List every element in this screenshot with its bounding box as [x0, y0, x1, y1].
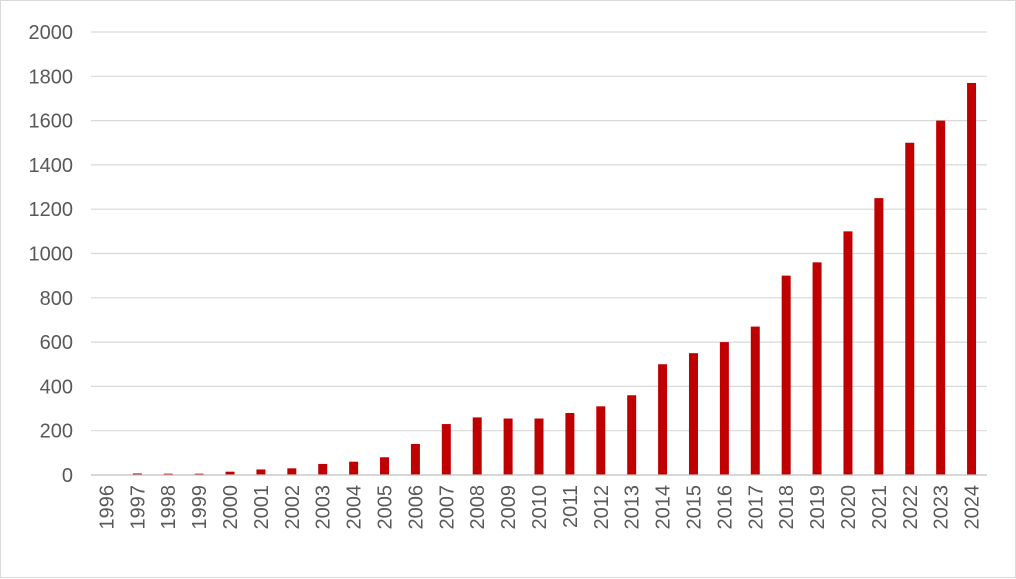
bar-2005 — [380, 457, 390, 475]
x-tick-label: 2016 — [714, 485, 736, 530]
bar-2013 — [627, 395, 637, 475]
x-tick-label: 2008 — [467, 485, 489, 530]
y-tick-label: 0 — [62, 465, 73, 487]
x-tick-label: 1999 — [189, 485, 211, 530]
x-tick-label: 2021 — [869, 485, 891, 530]
bar-2016 — [719, 342, 729, 475]
x-tick-label: 2011 — [560, 485, 582, 528]
y-tick-label: 1000 — [29, 244, 74, 266]
bar-2019 — [812, 262, 822, 475]
bar-2010 — [534, 418, 544, 475]
bar-2012 — [596, 406, 606, 475]
x-tick-label: 1996 — [96, 485, 118, 530]
bar-2008 — [472, 417, 482, 475]
bar-2017 — [750, 326, 760, 475]
y-tick-label: 1400 — [29, 155, 74, 177]
y-tick-label: 200 — [40, 421, 73, 443]
x-tick-label: 2004 — [344, 485, 366, 530]
y-tick-label: 1800 — [29, 66, 74, 88]
y-tick-label: 400 — [40, 376, 73, 398]
x-tick-label: 2013 — [622, 485, 644, 530]
bar-2018 — [781, 275, 791, 475]
bar-2001 — [256, 469, 266, 475]
x-tick-label: 2024 — [962, 485, 984, 530]
x-tick-label: 2006 — [405, 485, 427, 530]
x-tick-label: 2007 — [436, 485, 458, 530]
x-tick-label: 2019 — [807, 485, 829, 530]
x-tick-label: 2018 — [776, 485, 798, 530]
x-tick-label: 2009 — [498, 485, 520, 530]
x-tick-label: 2017 — [745, 485, 767, 530]
bar-1999 — [194, 473, 204, 475]
bar-2022 — [905, 142, 915, 475]
bar-2007 — [441, 424, 451, 475]
x-tick-label: 2023 — [931, 485, 953, 530]
bar-2011 — [565, 412, 575, 475]
x-tick-label: 1997 — [127, 485, 149, 530]
x-tick-label: 2000 — [220, 485, 242, 530]
bar-2014 — [658, 364, 668, 475]
x-tick-label: 2012 — [591, 485, 613, 530]
bar-2024 — [967, 82, 977, 475]
x-tick-label: 1998 — [158, 485, 180, 530]
y-tick-label: 1200 — [29, 199, 74, 221]
x-tick-label: 2010 — [529, 485, 551, 530]
y-tick-label: 600 — [40, 332, 73, 354]
x-tick-label: 2015 — [683, 485, 705, 530]
bar-2003 — [318, 463, 328, 475]
bar-2020 — [843, 231, 853, 475]
x-axis-tick-labels: 1996 1997 1998 1999 2000 2001 2002 2003 2004 2005… — [96, 485, 983, 530]
gridlines — [91, 31, 987, 432]
x-tick-label: 2014 — [653, 485, 675, 530]
bar-2023 — [936, 120, 946, 475]
bar-1997 — [132, 473, 142, 475]
bar-2006 — [410, 443, 420, 475]
bar-2000 — [225, 471, 235, 475]
x-tick-label: 2020 — [838, 485, 860, 530]
x-tick-label: 2005 — [375, 485, 397, 530]
y-tick-label: 800 — [40, 288, 73, 310]
bar-2002 — [287, 468, 297, 475]
x-tick-label: 2022 — [900, 485, 922, 530]
x-tick-label: 2001 — [251, 485, 273, 530]
y-tick-label: 2000 — [29, 22, 74, 44]
x-tick-label: 2002 — [282, 485, 304, 530]
y-tick-label: 1600 — [29, 111, 74, 133]
bar-2004 — [349, 461, 359, 475]
bar-2015 — [688, 353, 698, 475]
y-axis-tick-labels: 0 200 400 600 800 1000 1200 1400 1600 1800 2000 — [29, 22, 74, 487]
bars — [132, 82, 977, 475]
bar-2021 — [874, 198, 884, 475]
x-tick-label: 2003 — [313, 485, 335, 530]
bar-2009 — [503, 418, 513, 475]
bar-1998 — [163, 473, 173, 475]
